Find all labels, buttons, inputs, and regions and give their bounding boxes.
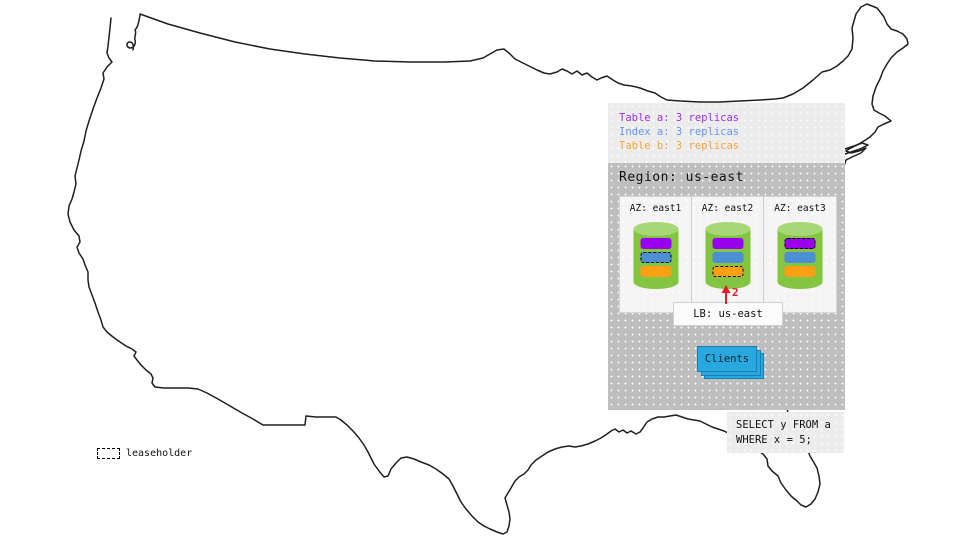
leaseholder-key: leaseholder (97, 448, 192, 459)
table-b-replica (640, 266, 671, 277)
us-map-outline (67, 3, 909, 535)
clients-card-front: Clients (697, 346, 757, 372)
legend-table-b: Table b: 3 replicas (619, 140, 740, 152)
load-balancer-box: LB: us-east (673, 302, 783, 326)
az-strip: AZ: east1 AZ: east2 AZ: east3 (619, 196, 837, 313)
replica-legend-panel: Table a: 3 replicas Index a: 3 replicas … (608, 103, 845, 163)
sql-line-1: SELECT y FROM a (736, 419, 831, 431)
table-b-replica-leaseholder (712, 266, 743, 277)
leaseholder-label: leaseholder (126, 448, 193, 459)
table-a-replica (712, 238, 743, 249)
region-title: Region: us-east (619, 170, 744, 185)
az-label: AZ: east2 (701, 203, 754, 214)
clients-stack: Clients (697, 346, 765, 379)
az-column-1: AZ: east1 (620, 197, 692, 312)
index-a-replica-leaseholder (640, 252, 671, 263)
az-column-3: AZ: east3 (764, 197, 836, 312)
az-label: AZ: east1 (629, 203, 682, 214)
az-column-2: AZ: east2 (692, 197, 764, 312)
sql-query-box: SELECT y FROM a WHERE x = 5; (727, 412, 844, 453)
arrow-step-label: 2 (732, 286, 739, 299)
az-label: AZ: east3 (774, 203, 826, 214)
long-island-outline (844, 142, 869, 155)
replica-bar-stack (784, 238, 816, 280)
index-a-replica (784, 252, 816, 263)
table-a-replica-leaseholder (784, 238, 816, 249)
replica-bar-stack (712, 238, 743, 280)
table-b-replica (784, 266, 816, 277)
index-a-replica (712, 252, 743, 263)
query-arrow-icon (721, 285, 731, 304)
replica-bar-stack (640, 238, 671, 280)
table-a-replica (640, 238, 671, 249)
puget-sound-outline (126, 14, 141, 51)
legend-table-a: Table a: 3 replicas (619, 112, 740, 124)
legend-index-a: Index a: 3 replicas (619, 126, 740, 138)
leaseholder-swatch-icon (97, 448, 120, 459)
sql-line-2: WHERE x = 5; (736, 434, 812, 446)
